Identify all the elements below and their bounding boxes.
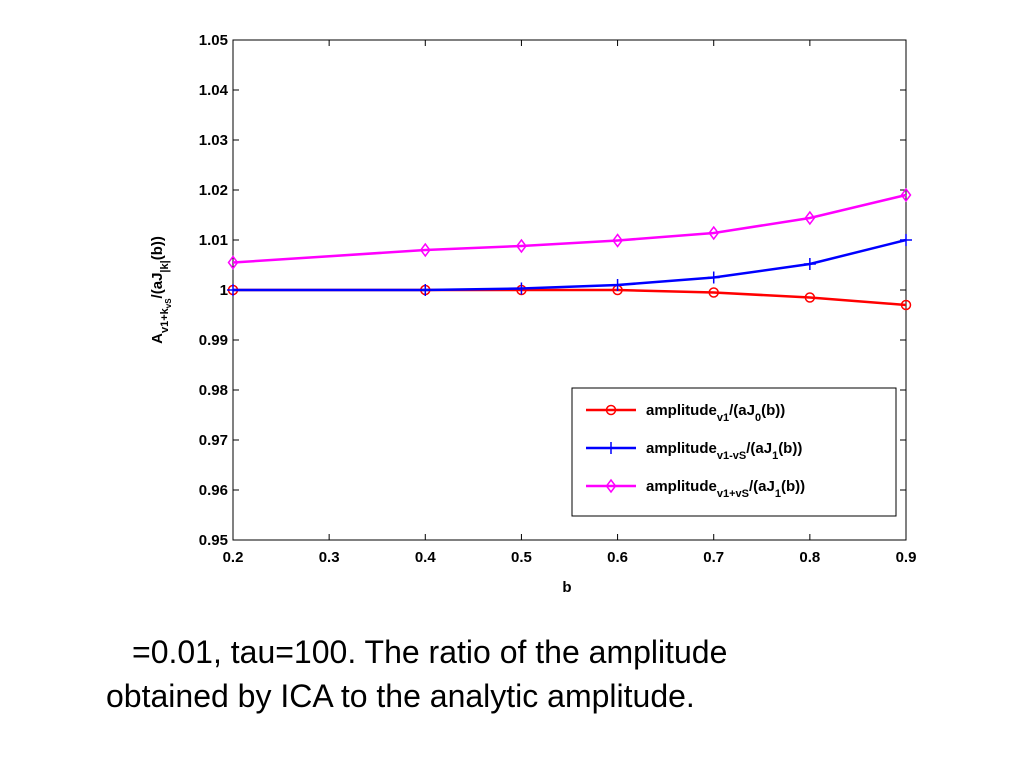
caption: =0.01, tau=100. The ratio of the amplitu… bbox=[106, 630, 986, 718]
legend-label-part: (b)) bbox=[778, 440, 802, 457]
series-line bbox=[232, 193, 907, 264]
legend-label-part: amplitude bbox=[646, 440, 717, 457]
data-point bbox=[707, 271, 720, 284]
legend-marker bbox=[605, 404, 617, 416]
axis-ticks: 0.2 0.3 0.4 0.5 0.6 0.7 0.8 0.9 0.95 0.96 0.97 0.98… bbox=[199, 32, 917, 566]
y-tick-label: 1.02 bbox=[199, 182, 228, 199]
y-tick-label: 0.98 bbox=[199, 382, 228, 399]
y-axis-label-main: A bbox=[149, 333, 166, 344]
y-axis-label: Av1+kvS/(aJ|k|(b)) bbox=[149, 236, 173, 344]
data-point bbox=[515, 282, 528, 295]
data-point bbox=[900, 234, 912, 246]
y-tick-label: 1.04 bbox=[199, 82, 229, 99]
data-point bbox=[804, 292, 816, 303]
legend-label-part: v1+vS bbox=[717, 488, 749, 500]
x-tick-label: 0.5 bbox=[511, 549, 532, 566]
x-tick-label: 0.4 bbox=[415, 549, 437, 566]
data-point bbox=[900, 187, 912, 203]
legend-item-1: amplitudev1/(aJ0(b)) bbox=[586, 402, 785, 424]
y-axis-label-sub1: v1+k bbox=[159, 307, 171, 333]
legend-marker bbox=[605, 442, 617, 454]
y-axis-label-mid: /(aJ bbox=[149, 273, 166, 299]
legend-marker bbox=[605, 478, 617, 494]
legend-label-part: (b)) bbox=[781, 478, 805, 495]
data-point bbox=[419, 284, 432, 296]
x-tick-label: 0.2 bbox=[223, 549, 244, 566]
data-point bbox=[227, 284, 239, 296]
y-tick-label: 0.96 bbox=[199, 482, 228, 499]
y-tick-label: 1.05 bbox=[199, 32, 228, 49]
y-tick-label: 0.99 bbox=[199, 332, 228, 349]
legend-label-part: 1 bbox=[775, 488, 781, 500]
data-point bbox=[419, 242, 431, 258]
legend-label-part: /(aJ bbox=[746, 440, 772, 457]
legend-label-part: amplitude bbox=[646, 402, 717, 419]
legend-label: amplitudev1-vS/(aJ1(b)) bbox=[646, 440, 802, 462]
legend-label-part: /(aJ bbox=[729, 402, 755, 419]
y-axis-label-sub2: |k| bbox=[159, 260, 171, 272]
x-tick-label: 0.9 bbox=[896, 549, 917, 566]
data-point bbox=[227, 255, 239, 270]
data-point bbox=[515, 238, 527, 254]
series-group bbox=[227, 187, 912, 311]
data-point bbox=[611, 279, 624, 291]
series-3 bbox=[227, 187, 912, 270]
y-axis-label-tail: (b)) bbox=[149, 236, 166, 260]
caption-line-1: =0.01, tau=100. The ratio of the amplitu… bbox=[132, 634, 728, 670]
data-point bbox=[900, 299, 912, 311]
y-axis-label-sub1b: vS bbox=[164, 298, 173, 308]
legend-label: amplitudev1/(aJ0(b)) bbox=[646, 402, 785, 424]
legend-label-part: v1 bbox=[717, 412, 729, 424]
y-tick-label: 0.97 bbox=[199, 432, 228, 449]
data-point bbox=[708, 287, 719, 298]
x-axis-label: b bbox=[562, 579, 571, 596]
data-point bbox=[708, 225, 720, 241]
data-point bbox=[803, 258, 816, 270]
y-tick-label: 0.95 bbox=[199, 532, 228, 549]
x-tick-label: 0.7 bbox=[703, 549, 724, 566]
series-2 bbox=[227, 234, 912, 296]
legend-label-part: 1 bbox=[772, 450, 778, 462]
y-tick-label: 1.03 bbox=[199, 132, 228, 149]
legend-label-part: v1-vS bbox=[717, 450, 746, 462]
data-point bbox=[804, 210, 816, 226]
x-tick-label: 0.8 bbox=[799, 549, 820, 566]
legend-item-2: amplitudev1-vS/(aJ1(b)) bbox=[586, 440, 802, 462]
x-tick-label: 0.3 bbox=[319, 549, 340, 566]
legend-label-part: 0 bbox=[755, 412, 761, 424]
y-tick-label: 1 bbox=[220, 282, 228, 299]
caption-line-2: obtained by ICA to the analytic amplitud… bbox=[106, 678, 695, 714]
legend-item-3: amplitudev1+vS/(aJ1(b)) bbox=[586, 478, 805, 500]
legend-label-part: (b)) bbox=[761, 402, 785, 419]
legend-label-part: amplitude bbox=[646, 478, 717, 495]
chart: 0.2 0.3 0.4 0.5 0.6 0.7 0.8 0.9 0.95 0.96 0.97 0.98… bbox=[149, 32, 917, 596]
legend: amplitudev1/(aJ0(b))amplitudev1-vS/(aJ1(… bbox=[571, 387, 897, 517]
y-tick-label: 1.01 bbox=[199, 232, 228, 249]
x-tick-label: 0.6 bbox=[607, 549, 628, 566]
legend-label-part: /(aJ bbox=[749, 478, 775, 495]
legend-label: amplitudev1+vS/(aJ1(b)) bbox=[646, 478, 805, 500]
data-point bbox=[612, 233, 624, 248]
